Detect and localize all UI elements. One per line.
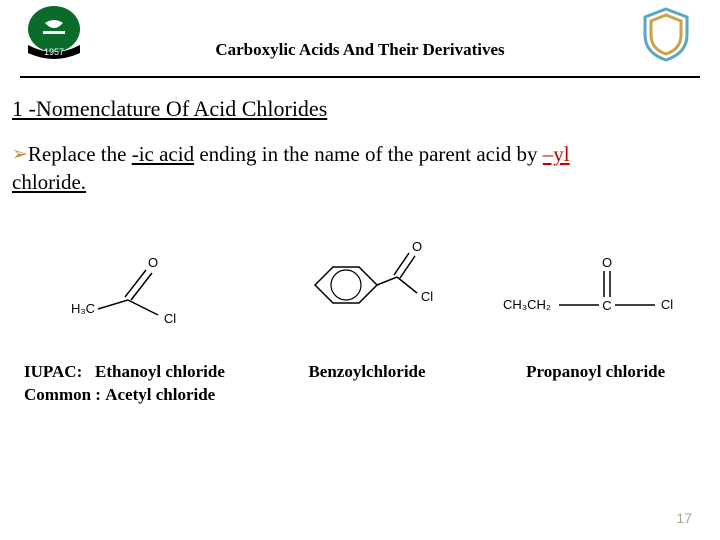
rule-chloride: chloride. — [12, 170, 86, 194]
atom-cl: Cl — [164, 311, 176, 326]
common-name: Acetyl chloride — [105, 385, 215, 404]
rule-pre: Replace the — [28, 142, 132, 166]
atom-cl: Cl — [661, 297, 673, 312]
label-ethanoyl: IUPAC: Ethanoyl chloride Common : Acetyl… — [10, 361, 253, 407]
rule-ic: -ic acid — [132, 142, 194, 166]
slide-title: Carboxylic Acids And Their Derivatives — [215, 40, 504, 60]
left-logo: 1957 — [25, 5, 83, 63]
logo-year: 1957 — [44, 47, 64, 57]
atom-cl: Cl — [421, 289, 433, 304]
structure-ethanoyl: H₃C O Cl — [20, 245, 247, 345]
structure-benzoyl: O Cl — [247, 235, 474, 345]
nomenclature-rule: ➢Replace the -ic acid ending in the name… — [12, 140, 708, 197]
iupac-name: Ethanoyl chloride — [95, 362, 225, 381]
iupac-name: Benzoylchloride — [308, 362, 425, 381]
atom-c: C — [602, 298, 611, 313]
page-number: 17 — [676, 510, 692, 526]
iupac-name: Propanoyl chloride — [526, 362, 665, 381]
atom-o: O — [412, 239, 422, 254]
common-prefix: Common : — [24, 385, 101, 404]
labels-row: IUPAC: Ethanoyl chloride Common : Acetyl… — [10, 361, 710, 407]
atom-o: O — [602, 255, 612, 270]
atom-o: O — [148, 255, 158, 270]
rule-mid: ending in the name of the parent acid by — [194, 142, 543, 166]
atom-h3c: H₃C — [71, 301, 95, 316]
iupac-prefix: IUPAC: — [24, 362, 82, 381]
slide-header: 1957 Carboxylic Acids And Their Derivati… — [20, 0, 700, 78]
section-heading: 1 -Nomenclature Of Acid Chlorides — [12, 96, 708, 122]
bullet-icon: ➢ — [12, 144, 28, 165]
atom-ch3ch2: CH₃CH₂ — [503, 297, 551, 312]
label-propanoyl: Propanoyl chloride — [481, 361, 710, 407]
right-logo — [637, 5, 695, 63]
rule-yl: –yl — [543, 142, 570, 166]
label-benzoyl: Benzoylchloride — [253, 361, 482, 407]
structures-row: H₃C O Cl O Cl CH₃CH₂ — [20, 225, 700, 345]
structure-propanoyl: CH₃CH₂ C O Cl — [473, 245, 700, 345]
